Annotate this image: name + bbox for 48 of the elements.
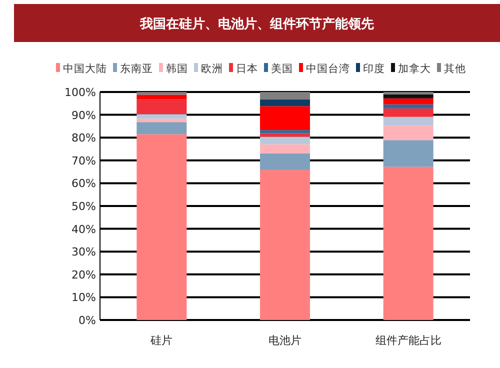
- bar: [383, 166, 434, 320]
- legend-label: 加拿大: [398, 62, 431, 75]
- y-tick-label: 20%: [72, 268, 96, 282]
- bar: [383, 108, 434, 117]
- bar: [383, 116, 434, 126]
- bar: [136, 92, 187, 95]
- bar: [260, 130, 310, 134]
- x-tick-label: 硅片: [150, 334, 173, 347]
- bar: [383, 126, 434, 140]
- bar: [136, 114, 187, 119]
- legend-label: 欧洲: [201, 62, 223, 75]
- y-tick-label: 70%: [72, 154, 96, 168]
- bar: [383, 104, 434, 108]
- bar: [136, 118, 187, 122]
- bar: [260, 170, 310, 320]
- y-tick-label: 0%: [78, 314, 96, 327]
- x-tick-label: 组件产能占比: [375, 334, 442, 347]
- bar: [136, 122, 187, 134]
- bar: [260, 153, 310, 170]
- bar: [136, 134, 187, 320]
- legend-label: 中国台湾: [306, 62, 350, 75]
- bar: [260, 100, 310, 106]
- y-tick-label: 10%: [72, 291, 96, 304]
- y-tick-label: 100%: [64, 86, 96, 99]
- chart-title: 我国在硅片、电池片、组件环节产能领先: [139, 16, 374, 32]
- legend-label: 印度: [363, 62, 385, 75]
- legend-label: 韩国: [166, 62, 188, 75]
- legend-label: 美国: [271, 62, 293, 75]
- x-tick-label: 电池片: [268, 334, 302, 347]
- bar: [383, 140, 434, 167]
- bar: [260, 144, 310, 154]
- y-tick-label: 90%: [72, 108, 96, 122]
- bar: [260, 106, 310, 130]
- legend-label: 其他: [444, 62, 466, 75]
- bar: [383, 94, 434, 98]
- y-tick-label: 30%: [72, 246, 96, 259]
- y-tick-label: 50%: [72, 200, 96, 213]
- bar: [260, 136, 310, 144]
- legend-label: 东南亚: [120, 62, 153, 75]
- legend-label: 日本: [236, 62, 258, 75]
- bar: [260, 92, 310, 100]
- bar: [383, 98, 434, 104]
- bar: [136, 94, 187, 100]
- y-tick-label: 60%: [72, 177, 96, 190]
- y-tick-label: 80%: [72, 132, 96, 145]
- y-tick-label: 40%: [72, 222, 96, 236]
- legend-label: 中国大陆: [63, 62, 107, 75]
- bar: [136, 99, 187, 114]
